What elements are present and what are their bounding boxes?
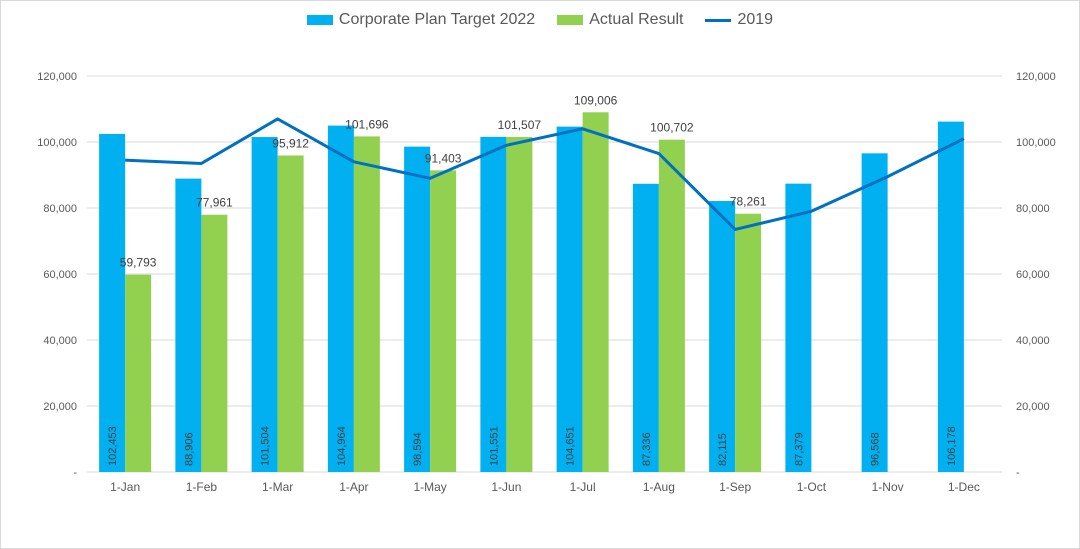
data-label-target: 98,594	[412, 432, 424, 466]
y-tick-label-right: 60,000	[1016, 269, 1050, 281]
bar-actual	[735, 213, 762, 472]
legend-swatch-actual	[557, 15, 584, 25]
data-label-target: 102,453	[107, 426, 119, 466]
bar-actual	[430, 170, 457, 472]
x-tick-label: 1-Feb	[186, 480, 218, 494]
data-label-target: 101,551	[488, 426, 500, 466]
bar-actual	[353, 136, 380, 472]
data-label-target: 87,336	[641, 432, 653, 466]
y-tick-label-left: 120,000	[37, 71, 77, 83]
data-label-target: 96,568	[870, 432, 882, 466]
bar-target	[327, 125, 354, 472]
bar-target	[709, 201, 736, 472]
legend-swatch-target	[306, 15, 333, 25]
line-2019	[125, 117, 965, 231]
y-tick-label-right: 40,000	[1016, 335, 1050, 347]
data-label-actual: 95,912	[272, 136, 309, 150]
data-label-actual: 101,507	[498, 118, 542, 132]
bar-target	[404, 146, 431, 472]
bar-target	[937, 121, 964, 472]
y-tick-label-left: 60,000	[43, 269, 77, 281]
bar-target	[785, 183, 812, 473]
legend-item-2019: 2019	[705, 11, 773, 29]
legend-label-actual: Actual Result	[589, 11, 684, 28]
y-tick-label-right: -	[1016, 467, 1020, 479]
data-label-target: 104,964	[336, 426, 348, 466]
x-tick-label: 1-Jul	[570, 480, 596, 494]
data-label-actual: 91,403	[425, 151, 462, 165]
bar-actual	[658, 139, 685, 472]
bar-target	[175, 178, 202, 472]
data-label-target: 101,504	[260, 426, 272, 466]
data-label-target: 87,379	[793, 432, 805, 466]
bar-actual	[125, 274, 152, 472]
bar-target	[251, 137, 278, 472]
x-tick-label: 1-Jun	[491, 480, 521, 494]
x-tick-label: 1-Sep	[719, 480, 751, 494]
x-tick-label: 1-Aug	[643, 480, 675, 494]
bar-actual	[506, 137, 533, 472]
data-label-target: 106,178	[946, 426, 958, 466]
legend: Corporate Plan Target 2022 Actual Result…	[0, 9, 1080, 31]
y-tick-label-left: 40,000	[43, 335, 77, 347]
y-tick-label-right: 80,000	[1016, 203, 1050, 215]
data-label-actual: 78,261	[730, 195, 767, 209]
y-tick-label-left: 80,000	[43, 203, 77, 215]
y-tick-label-left: 100,000	[37, 137, 77, 149]
bar-actual	[201, 214, 228, 472]
x-tick-label: 1-May	[413, 480, 446, 494]
y-tick-label-left: -	[73, 467, 77, 479]
x-tick-label: 1-Mar	[262, 480, 293, 494]
data-label-target: 88,906	[183, 432, 195, 466]
legend-item-actual: Actual Result	[557, 11, 683, 29]
bar-target	[556, 126, 583, 472]
y-tick-label-right: 20,000	[1016, 401, 1050, 413]
data-label-actual: 59,793	[120, 256, 157, 270]
bar-target	[632, 183, 659, 472]
bar-target	[480, 136, 507, 472]
y-tick-label-left: 20,000	[43, 401, 77, 413]
bar-actual	[277, 155, 304, 472]
legend-swatch-2019	[705, 18, 732, 22]
data-label-target: 82,115	[717, 433, 729, 466]
data-label-target: 104,651	[565, 426, 577, 466]
bar-target	[861, 153, 888, 472]
data-label-actual: 100,702	[650, 121, 694, 135]
data-label-actual: 109,006	[574, 93, 618, 107]
x-tick-label: 1-Jan	[110, 480, 140, 494]
legend-label-2019: 2019	[737, 11, 774, 28]
x-tick-label: 1-Apr	[339, 480, 368, 494]
y-tick-label-right: 120,000	[1016, 71, 1056, 83]
x-tick-label: 1-Oct	[797, 480, 827, 494]
x-tick-label: 1-Nov	[872, 480, 904, 494]
data-label-actual: 101,696	[345, 117, 389, 131]
x-tick-label: 1-Dec	[948, 480, 980, 494]
y-tick-label-right: 100,000	[1016, 137, 1056, 149]
legend-item-target: Corporate Plan Target 2022	[306, 11, 536, 29]
bar-actual	[582, 112, 609, 472]
legend-label-target: Corporate Plan Target 2022	[338, 11, 536, 28]
bar-target	[99, 133, 126, 473]
data-label-actual: 77,961	[196, 196, 233, 210]
